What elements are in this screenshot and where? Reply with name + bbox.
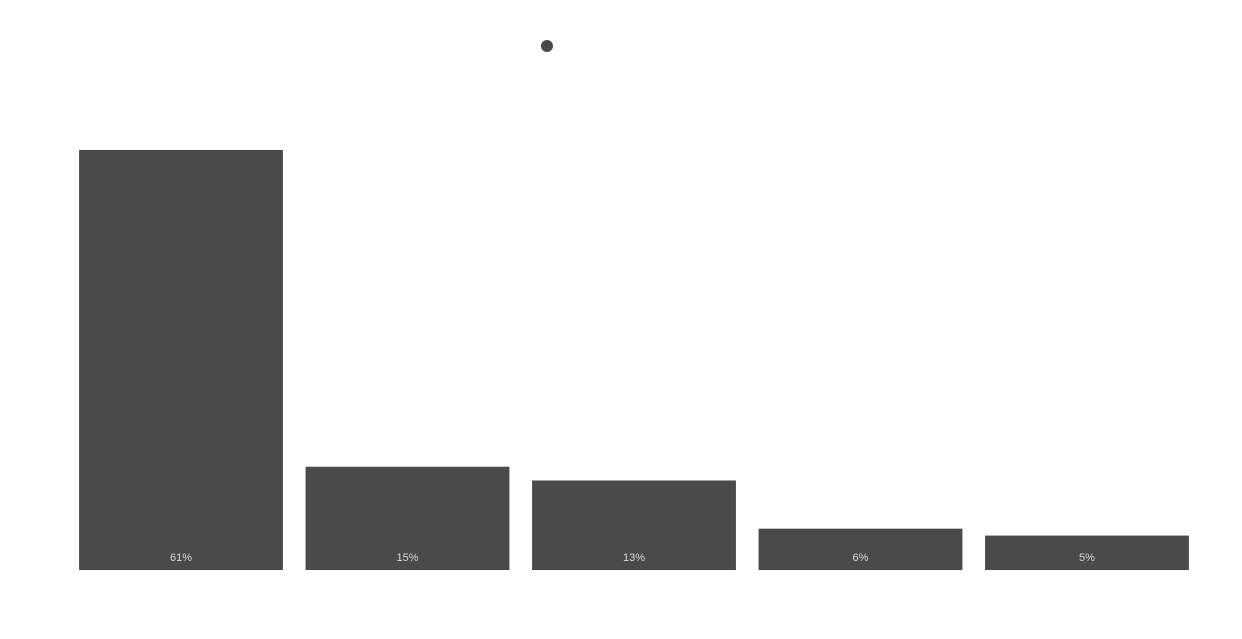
legend-marker <box>541 40 553 52</box>
data-label: 15% <box>396 552 418 564</box>
data-label: 6% <box>853 552 869 564</box>
bar <box>532 480 736 570</box>
bar <box>305 466 510 570</box>
bar <box>79 150 283 570</box>
bar <box>758 528 963 570</box>
data-label: 13% <box>623 552 645 564</box>
bar <box>985 535 1189 570</box>
data-label: 61% <box>170 552 192 564</box>
data-label: 5% <box>1079 552 1095 564</box>
